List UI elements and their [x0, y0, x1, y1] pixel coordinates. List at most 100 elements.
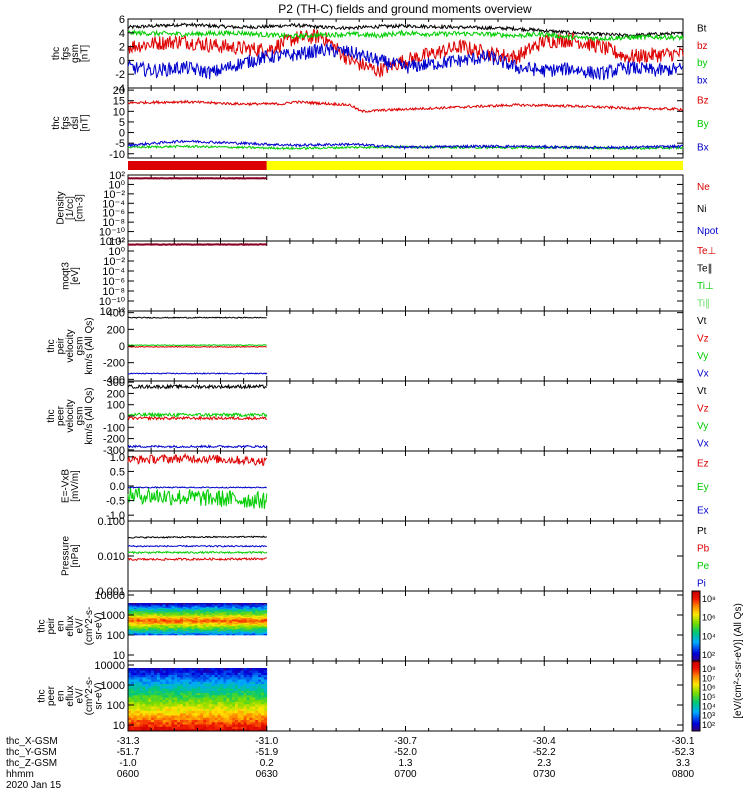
colorbar-tick-label: 10⁸	[702, 664, 716, 674]
spec-cell	[203, 704, 207, 707]
spec-cell	[171, 604, 175, 606]
spec-cell	[165, 704, 169, 707]
spec-cell	[182, 717, 187, 720]
spec-cell	[217, 688, 221, 691]
spec-cell	[229, 622, 233, 624]
spec-cell	[148, 677, 152, 680]
spec-cell	[130, 713, 135, 716]
spec-cell	[139, 677, 143, 680]
spec-cell	[232, 612, 236, 614]
spec-cell	[151, 611, 155, 613]
spec-cell	[165, 611, 169, 613]
colorbar-cell	[692, 613, 700, 616]
spec-cell	[223, 625, 227, 628]
spec-cell	[148, 699, 152, 702]
spec-cell	[255, 701, 259, 705]
spec-cell	[185, 630, 189, 632]
spec-cell	[177, 690, 181, 693]
spec-cell	[182, 625, 187, 628]
spec-cell	[214, 613, 218, 615]
spec-cell	[203, 701, 207, 705]
spec-cell	[185, 632, 189, 635]
spec-cell	[237, 724, 241, 727]
spec-cell	[171, 697, 175, 700]
series-line-ez	[127, 452, 268, 466]
spec-cell	[214, 695, 218, 698]
spec-cell	[194, 628, 198, 630]
spec-cell	[240, 681, 244, 684]
spec-cell	[168, 724, 172, 727]
spec-cell	[217, 629, 221, 631]
spec-cell	[194, 622, 198, 624]
spec-cell	[177, 605, 181, 607]
spec-cell	[133, 722, 137, 725]
spec-cell	[208, 699, 213, 702]
spec-cell	[243, 686, 247, 689]
spec-cell	[185, 617, 189, 620]
spec-cell	[130, 686, 135, 689]
spec-cell	[263, 715, 268, 718]
spec-cell	[182, 611, 187, 613]
spec-cell	[243, 724, 247, 727]
y-tick-label: 10	[113, 720, 125, 732]
spec-cell	[197, 632, 201, 635]
y-label-line: gsm	[75, 407, 86, 426]
spec-cell	[162, 704, 166, 707]
spec-cell	[177, 629, 181, 631]
spec-cell	[237, 722, 241, 725]
spec-cell	[237, 617, 241, 620]
spec-cell	[214, 683, 218, 687]
spec-cell	[177, 726, 181, 729]
spec-cell	[188, 615, 192, 617]
spec-cell	[128, 611, 132, 613]
y-label-line: (cm^2-s-	[84, 607, 95, 646]
spec-cell	[130, 715, 135, 718]
spec-cell	[148, 604, 152, 606]
spec-cell	[246, 677, 250, 680]
spec-cell	[182, 612, 187, 614]
spec-cell	[203, 681, 207, 684]
spec-cell	[200, 679, 204, 682]
spec-cell	[191, 603, 195, 605]
spec-cell	[180, 692, 184, 696]
spec-cell	[174, 629, 178, 631]
spec-cell	[261, 672, 265, 675]
spec-cell	[223, 620, 227, 622]
spec-cell	[217, 611, 221, 613]
spec-cell	[197, 603, 201, 605]
spec-cell	[162, 672, 166, 675]
spec-cell	[255, 605, 259, 607]
spec-cell	[255, 620, 259, 622]
spec-cell	[142, 611, 146, 613]
spec-cell	[263, 605, 268, 607]
spec-cell	[182, 683, 187, 687]
spec-cell	[263, 668, 268, 671]
spec-cell	[177, 699, 181, 702]
spec-cell	[182, 704, 187, 707]
spec-cell	[148, 722, 152, 725]
ephemeris-label: thc_Z-GSM	[6, 758, 57, 769]
spec-cell	[229, 613, 233, 615]
spec-cell	[154, 688, 158, 691]
spec-cell	[255, 683, 259, 687]
spec-cell	[214, 609, 218, 612]
spec-cell	[188, 706, 192, 709]
spec-cell	[258, 630, 262, 632]
spec-cell	[133, 619, 137, 621]
spec-cell	[168, 606, 172, 608]
spec-cell	[243, 608, 247, 611]
spec-cell	[151, 686, 155, 689]
spec-cell	[206, 706, 210, 709]
spec-cell	[226, 715, 230, 718]
spec-cell	[255, 632, 259, 635]
spec-cell	[223, 633, 227, 636]
spec-cell	[220, 604, 224, 606]
spec-cell	[128, 619, 132, 621]
legend-entry: Vx	[697, 438, 709, 449]
spec-cell	[206, 623, 210, 625]
spec-cell	[165, 632, 169, 635]
spec-cell	[188, 695, 192, 698]
spec-cell	[133, 717, 137, 720]
spec-cell	[139, 603, 143, 605]
spec-cell	[217, 679, 221, 682]
